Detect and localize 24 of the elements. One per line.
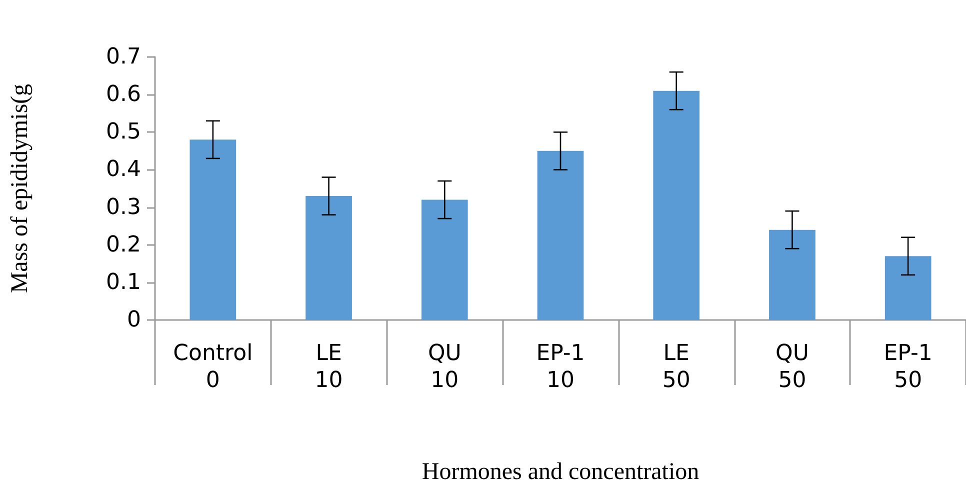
- bar: [421, 200, 468, 320]
- x-tick-label: Control 0: [173, 341, 253, 393]
- bar: [769, 230, 816, 320]
- x-tick-label: QU 50: [776, 341, 809, 393]
- y-tick-label: 0: [127, 308, 141, 332]
- y-tick-label: 0.5: [106, 120, 141, 145]
- x-tick-label: EP-1 10: [536, 341, 585, 393]
- y-tick-label: 0.1: [106, 270, 141, 295]
- x-axis-title: Hormones and concentration: [422, 459, 700, 485]
- y-tick-label: 0.3: [106, 194, 141, 220]
- bar: [306, 196, 352, 320]
- y-tick-label: 0.7: [106, 44, 141, 70]
- x-tick-label: LE 50: [662, 341, 690, 393]
- bar: [884, 256, 932, 320]
- y-tick-label: 0.4: [106, 157, 141, 182]
- bar: [190, 140, 236, 320]
- y-axis-title: Mass of epididymis(g: [7, 84, 33, 294]
- y-tick-label: 0.6: [106, 82, 141, 108]
- bar: [653, 90, 700, 320]
- x-tick-label: LE 10: [314, 341, 343, 393]
- x-tick-label: EP-1 50: [884, 341, 932, 393]
- x-tick-label: QU 10: [428, 341, 462, 393]
- bar: [537, 150, 584, 320]
- y-tick-label: 0.2: [106, 232, 141, 258]
